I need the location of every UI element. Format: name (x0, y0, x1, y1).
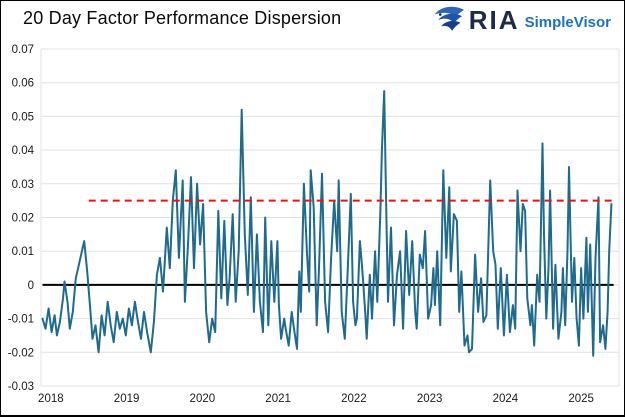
x-tick-label: 2025 (568, 393, 594, 405)
x-tick-label: 2019 (114, 393, 140, 405)
x-tick-label: 2022 (341, 393, 367, 405)
x-tick-label: 2024 (493, 393, 519, 405)
x-tick-label: 2021 (265, 393, 291, 405)
x-tick-label: 2023 (417, 393, 443, 405)
x-tick-label: 2018 (38, 393, 64, 405)
y-tick-label: 0.01 (12, 246, 34, 258)
dispersion-series-line (41, 90, 613, 357)
ria-brand-text: RIA (468, 5, 520, 35)
eagle-icon (434, 6, 464, 31)
y-tick-label: 0.03 (12, 179, 34, 191)
y-tick-label: 0.05 (12, 111, 34, 123)
y-tick-label: 0.06 (12, 78, 34, 90)
y-tick-label: -0.02 (8, 347, 34, 359)
chart-title: 20 Day Factor Performance Dispersion (23, 8, 342, 28)
y-tick-label: 0 (28, 280, 34, 292)
y-tick-label: 0.02 (12, 213, 34, 225)
simplevisor-brand-text: SimpleVisor (524, 13, 611, 31)
x-tick-label: 2020 (190, 393, 216, 405)
company-logo: RIA SimpleVisor (432, 5, 611, 35)
y-tick-label: 0.04 (12, 145, 35, 157)
y-tick-label: -0.03 (8, 381, 34, 393)
y-tick-label: 0.07 (12, 44, 34, 56)
y-tick-label: -0.01 (8, 314, 34, 326)
